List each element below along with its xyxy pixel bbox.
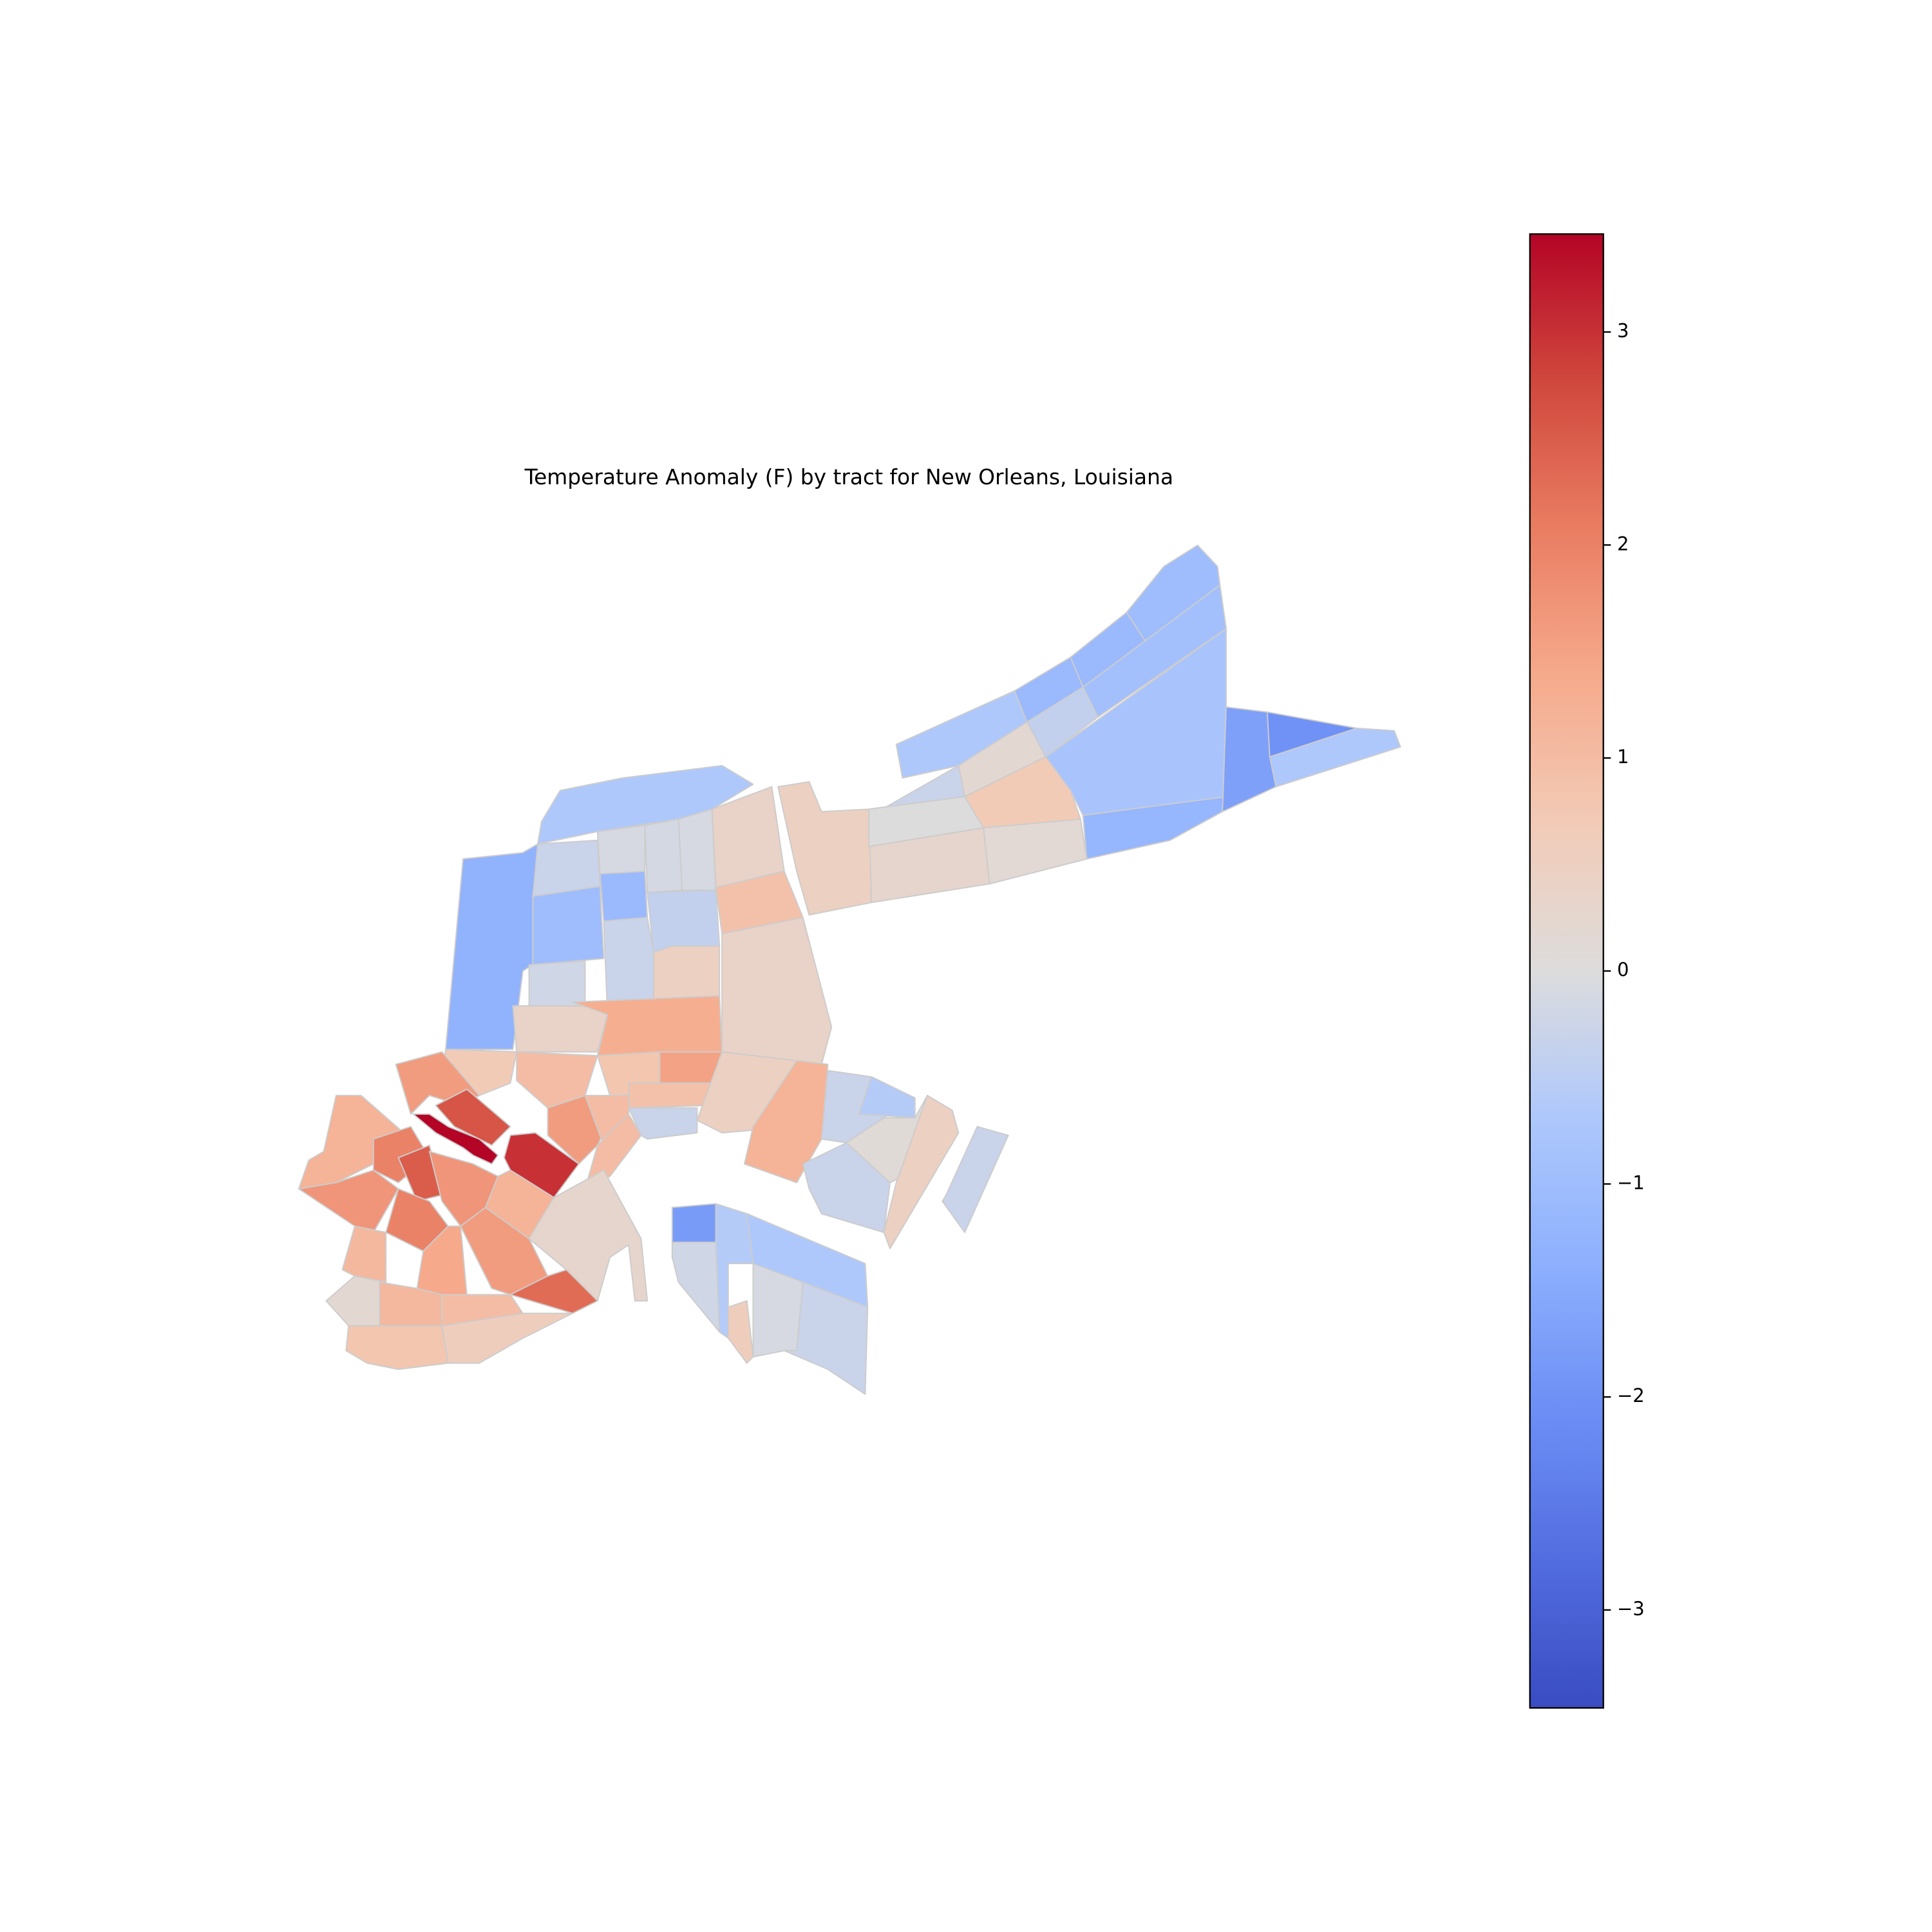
tract: [942, 1126, 1009, 1233]
tract: [644, 818, 683, 893]
tract: [777, 781, 873, 916]
tract: [883, 1095, 960, 1249]
tract: [647, 889, 721, 953]
tract: [537, 764, 754, 845]
tract: [677, 808, 717, 891]
map: [298, 544, 1401, 1395]
tract: [802, 1142, 891, 1233]
tract: [509, 1269, 598, 1314]
tract: [435, 1088, 511, 1146]
colorbar-tick-label: 1: [1617, 746, 1629, 768]
tract: [532, 886, 605, 966]
colorbar-tick-label: 2: [1617, 533, 1629, 554]
colorbar-tick-label: −2: [1617, 1385, 1645, 1406]
colorbar-tick-label: 0: [1617, 959, 1629, 981]
tract: [325, 1275, 387, 1327]
tract: [528, 960, 586, 1007]
tract: [783, 1282, 869, 1395]
tract: [528, 1170, 649, 1302]
tract: [671, 1242, 721, 1333]
tract: [1269, 727, 1401, 788]
tract: [628, 1107, 698, 1140]
colorbar-tick-label: −3: [1617, 1598, 1645, 1620]
tract: [341, 1226, 387, 1283]
tract: [721, 916, 833, 1065]
tract: [743, 1059, 829, 1184]
tract: [671, 1203, 717, 1244]
tract: [599, 871, 649, 922]
tract: [345, 1325, 449, 1370]
colorbar-tick-label: −1: [1617, 1171, 1645, 1193]
tract: [441, 1312, 574, 1364]
tract: [727, 1300, 754, 1364]
chart-title: Temperature Anomaly (F) by tract for New…: [524, 464, 1173, 489]
tract: [868, 796, 985, 848]
tract: [983, 818, 1088, 885]
colorbar: [1529, 233, 1604, 1709]
colorbar-tick-label: 3: [1617, 320, 1629, 342]
tract: [596, 824, 646, 875]
tract: [512, 1005, 609, 1053]
tract: [412, 1113, 499, 1165]
